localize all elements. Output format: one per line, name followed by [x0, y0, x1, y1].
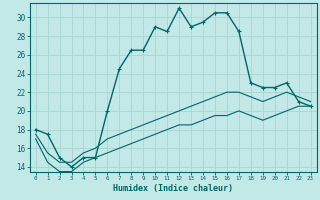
- X-axis label: Humidex (Indice chaleur): Humidex (Indice chaleur): [113, 184, 233, 193]
